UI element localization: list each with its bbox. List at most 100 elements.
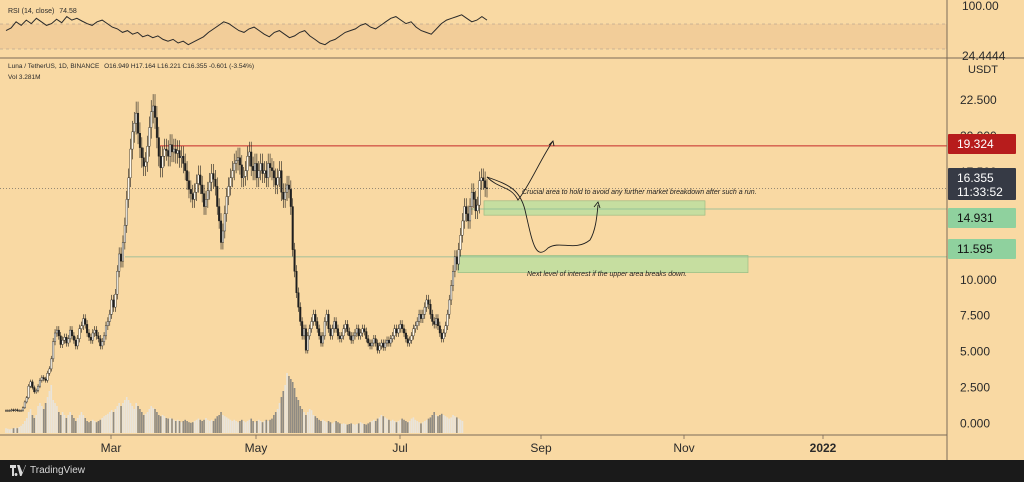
candle <box>214 169 217 196</box>
candle-body <box>423 306 426 315</box>
candle-body <box>380 342 383 347</box>
candle-body <box>20 410 23 412</box>
volume-bar <box>461 421 464 433</box>
volume-bar <box>127 400 130 433</box>
candle <box>248 141 251 167</box>
candle <box>86 320 89 337</box>
candle <box>435 314 438 329</box>
volume-bar <box>405 421 407 433</box>
candle-body <box>103 335 106 342</box>
candle <box>380 339 383 350</box>
candle-body <box>37 385 40 391</box>
volume-bar <box>284 385 286 433</box>
candle-body <box>421 314 424 319</box>
candle <box>387 336 390 347</box>
candle-body <box>444 325 447 334</box>
candle-body <box>86 324 89 334</box>
candle <box>457 242 460 271</box>
y-tick-label: 22.500 <box>960 93 997 107</box>
candle-body <box>4 410 7 412</box>
candle <box>261 153 264 183</box>
volume-bar <box>97 421 100 433</box>
candle <box>221 223 224 250</box>
candle-body <box>270 167 273 171</box>
candle-body <box>255 163 258 179</box>
volume-bar <box>182 421 185 433</box>
volume-bar <box>229 419 232 433</box>
time-axis[interactable]: Mar May Jul Sep Nov 2022 <box>101 435 837 455</box>
candle-body <box>461 220 464 236</box>
candle <box>52 338 55 362</box>
volume-bar <box>56 406 58 433</box>
candle-body <box>414 325 417 329</box>
volume-bar <box>118 403 120 433</box>
candle <box>165 138 168 161</box>
volume-bar <box>367 423 369 433</box>
support-zone <box>483 200 706 216</box>
candle <box>138 122 141 159</box>
candle-body <box>399 324 402 329</box>
candle <box>404 329 407 343</box>
volume-bar <box>225 417 228 433</box>
candle <box>353 329 356 340</box>
volume-bar <box>25 418 28 433</box>
candle <box>286 175 289 201</box>
candle <box>376 339 379 354</box>
candle <box>157 126 160 167</box>
volume-bar <box>350 423 352 433</box>
volume-bar <box>159 416 162 433</box>
candle <box>212 164 215 189</box>
candle <box>344 320 347 333</box>
candle-body <box>435 318 438 325</box>
candle-body <box>248 151 251 157</box>
volume-bar <box>384 417 386 433</box>
volume-bar <box>323 421 326 433</box>
candle <box>191 184 194 208</box>
volume-bar <box>395 422 398 433</box>
volume-bar <box>146 412 149 433</box>
candle-body <box>195 183 198 193</box>
volume-bar <box>339 423 341 433</box>
candle <box>325 309 328 326</box>
candle-body <box>74 339 77 347</box>
candle-body <box>82 318 85 327</box>
candle-body <box>120 253 123 262</box>
candle <box>320 332 323 347</box>
candle <box>369 339 372 350</box>
candle-body <box>95 329 98 337</box>
luna-usdt-chart[interactable]: RSI (14, close) 74.58 Luna / TetherUS, 1… <box>0 0 1024 460</box>
candle <box>423 302 426 319</box>
price-badge: 19.324 <box>948 134 1016 154</box>
arrow-head <box>593 201 601 209</box>
volume-bar <box>214 418 217 433</box>
volume-bar <box>401 418 403 433</box>
volume-bar <box>148 409 151 433</box>
candle-body <box>374 338 377 344</box>
candle <box>80 321 83 333</box>
candle <box>278 161 281 188</box>
volume-bar <box>374 421 377 433</box>
candle <box>233 153 236 181</box>
candle <box>403 324 406 337</box>
candle <box>291 198 294 257</box>
candle-body <box>376 342 379 351</box>
candle <box>442 329 445 343</box>
candle-body <box>293 249 296 272</box>
candle <box>216 177 219 215</box>
volume-bar <box>331 423 334 433</box>
candle <box>267 153 270 188</box>
x-tick-label: Jul <box>392 441 407 455</box>
candle-body <box>304 328 307 351</box>
candle <box>65 333 68 347</box>
volume-bar <box>208 421 211 433</box>
volume-bar <box>307 412 309 433</box>
tradingview-logo[interactable]: TradingView <box>10 465 85 476</box>
volume-bar <box>344 424 347 433</box>
candle-body <box>57 329 60 337</box>
candle <box>421 309 424 324</box>
volume-bar <box>337 422 339 433</box>
candle-body <box>118 253 121 272</box>
candle <box>467 205 470 229</box>
candle-body <box>167 150 170 157</box>
candle-body <box>323 321 326 337</box>
